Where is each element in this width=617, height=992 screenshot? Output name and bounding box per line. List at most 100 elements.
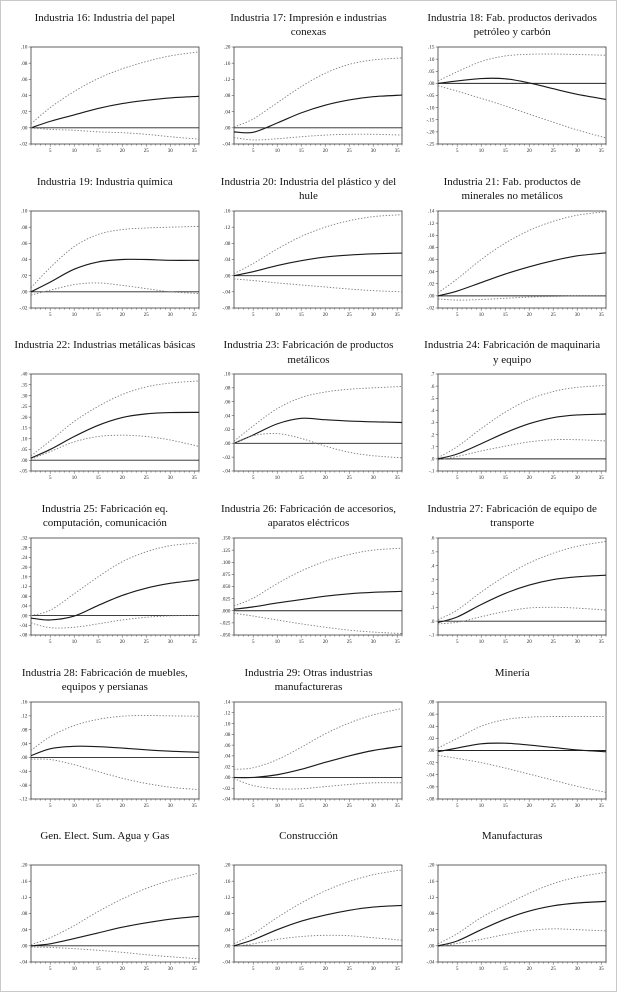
svg-text:5: 5	[252, 967, 255, 972]
chart-cell-industria-26: Industria 26: Fabricación de accesorios,…	[207, 496, 411, 660]
svg-text:.10: .10	[21, 209, 28, 214]
svg-text:5: 5	[456, 149, 459, 154]
chart-title: Industria 23: Fabricación de productos m…	[223, 339, 394, 366]
svg-text:-.08: -.08	[427, 797, 435, 802]
svg-text:.00: .00	[428, 294, 435, 299]
svg-text:.02: .02	[21, 274, 28, 279]
svg-text:.150: .150	[222, 537, 231, 542]
svg-text:.1: .1	[431, 446, 435, 451]
svg-text:.04: .04	[428, 725, 435, 730]
svg-text:30: 30	[168, 640, 174, 645]
svg-text:35: 35	[599, 149, 605, 154]
svg-text:15: 15	[96, 149, 102, 154]
svg-text:25: 25	[144, 149, 150, 154]
chart-title: Industria 21: Fab. productos de minerale…	[443, 175, 581, 202]
svg-text:25: 25	[551, 313, 557, 318]
svg-text:10: 10	[72, 804, 78, 809]
svg-text:.10: .10	[21, 438, 28, 443]
svg-text:.02: .02	[21, 110, 28, 115]
svg-text:20: 20	[527, 967, 533, 972]
svg-text:.16: .16	[21, 700, 28, 705]
svg-text:25: 25	[347, 313, 353, 318]
svg-text:5: 5	[49, 967, 52, 972]
chart-title: Industria 25: Fabricación eq. computació…	[41, 503, 169, 530]
svg-text:5: 5	[456, 313, 459, 318]
chart-title: Industria 19: Industria química	[36, 175, 173, 188]
svg-text:5: 5	[49, 313, 52, 318]
svg-text:.20: .20	[225, 864, 232, 869]
irf-chart-industria-27: .6 .5 .4 .3 .2 .1 .0 -.1 5 10 15 20 25 30 35	[429, 537, 607, 645]
irf-chart-mineria: .08 .06 .04 .02 .00 -.02 -.04 -.06 -.08 5 10 15 20 25…	[427, 700, 607, 809]
chart-cell-industria-18: Industria 18: Fab. productos derivados p…	[410, 5, 614, 169]
svg-text:30: 30	[371, 640, 377, 645]
svg-text:20: 20	[323, 640, 329, 645]
svg-text:.16: .16	[21, 576, 28, 581]
svg-text:30: 30	[575, 640, 581, 645]
chart-cell-industria-29: Industria 29: Otras industrias manufactu…	[207, 660, 411, 824]
svg-text:.7: .7	[431, 373, 435, 378]
svg-text:35: 35	[395, 149, 401, 154]
svg-text:5: 5	[49, 149, 52, 154]
svg-text:.25: .25	[21, 405, 28, 410]
svg-text:.00: .00	[21, 614, 28, 619]
chart-title: Construcción	[279, 830, 338, 843]
svg-text:.00: .00	[225, 127, 232, 132]
svg-text:.12: .12	[428, 221, 435, 226]
svg-text:25: 25	[144, 967, 150, 972]
svg-text:.6: .6	[431, 385, 435, 390]
svg-text:20: 20	[527, 149, 533, 154]
svg-text:.3: .3	[431, 578, 435, 583]
irf-chart-industria-18: .15 .10 .05 .00 -.05 -.10 -.15 -.20 -.25 5 10 15 20 2…	[427, 46, 607, 154]
svg-text:-.06: -.06	[427, 785, 435, 790]
irf-chart-industria-21: .14 .12 .10 .08 .06 .04 .02 .00 -.02 5 10 15 20 25 30 3…	[427, 209, 607, 318]
svg-text:15: 15	[96, 313, 102, 318]
svg-text:.075: .075	[222, 573, 231, 578]
svg-text:15: 15	[503, 313, 509, 318]
chart-title: Industria 16: Industria del papel	[34, 12, 176, 24]
chart-cell-industria-19: Industria 19: Industria química .10 .08 .0…	[3, 169, 207, 333]
svg-text:.12: .12	[225, 78, 232, 83]
chart-title: Industria 18: Fab. productos derivados p…	[427, 12, 597, 39]
chart-cell-industria-27: Industria 27: Fabricación de equipo de t…	[410, 496, 614, 660]
svg-text:-.1: -.1	[429, 634, 435, 639]
svg-text:.12: .12	[21, 896, 28, 901]
svg-text:.04: .04	[428, 929, 435, 934]
svg-text:.12: .12	[428, 896, 435, 901]
svg-text:.16: .16	[428, 880, 435, 885]
svg-text:.04: .04	[225, 110, 232, 115]
svg-text:.04: .04	[21, 742, 28, 747]
svg-text:.20: .20	[21, 864, 28, 869]
svg-text:.06: .06	[225, 401, 232, 406]
svg-text:15: 15	[299, 149, 305, 154]
svg-text:30: 30	[168, 476, 174, 481]
svg-text:.02: .02	[428, 282, 435, 287]
svg-text:10: 10	[275, 476, 281, 481]
svg-text:.08: .08	[225, 387, 232, 392]
chart-title: Industria 26: Fabricación de accesorios,…	[220, 503, 396, 530]
svg-text:25: 25	[551, 149, 557, 154]
svg-text:.14: .14	[428, 209, 435, 214]
chart-cell-industria-24: Industria 24: Fabricación de maquinaria …	[410, 332, 614, 496]
svg-text:-.04: -.04	[19, 770, 27, 775]
svg-text:.4: .4	[431, 409, 435, 414]
svg-text:.32: .32	[21, 537, 28, 542]
svg-text:.20: .20	[428, 864, 435, 869]
svg-text:.2: .2	[431, 592, 435, 597]
svg-text:5: 5	[456, 640, 459, 645]
svg-text:.00: .00	[21, 290, 28, 295]
svg-text:-.050: -.050	[220, 634, 231, 639]
svg-text:35: 35	[192, 967, 198, 972]
svg-text:.10: .10	[428, 234, 435, 239]
svg-text:5: 5	[456, 804, 459, 809]
svg-text:10: 10	[275, 313, 281, 318]
svg-text:15: 15	[96, 967, 102, 972]
svg-text:25: 25	[144, 313, 150, 318]
svg-text:.08: .08	[21, 226, 28, 231]
svg-text:.08: .08	[21, 728, 28, 733]
svg-text:15: 15	[503, 476, 509, 481]
svg-text:.15: .15	[428, 46, 435, 51]
svg-text:.06: .06	[225, 743, 232, 748]
irf-chart-construccion: .20 .16 .12 .08 .04 .00 -.04 5 10 15 20 25 30 35	[223, 864, 403, 972]
irf-chart-industria-29: .14 .12 .10 .08 .06 .04 .02 .00 -.02 -.04 5 10 15 20 2…	[223, 700, 403, 809]
svg-text:.0: .0	[431, 458, 435, 463]
